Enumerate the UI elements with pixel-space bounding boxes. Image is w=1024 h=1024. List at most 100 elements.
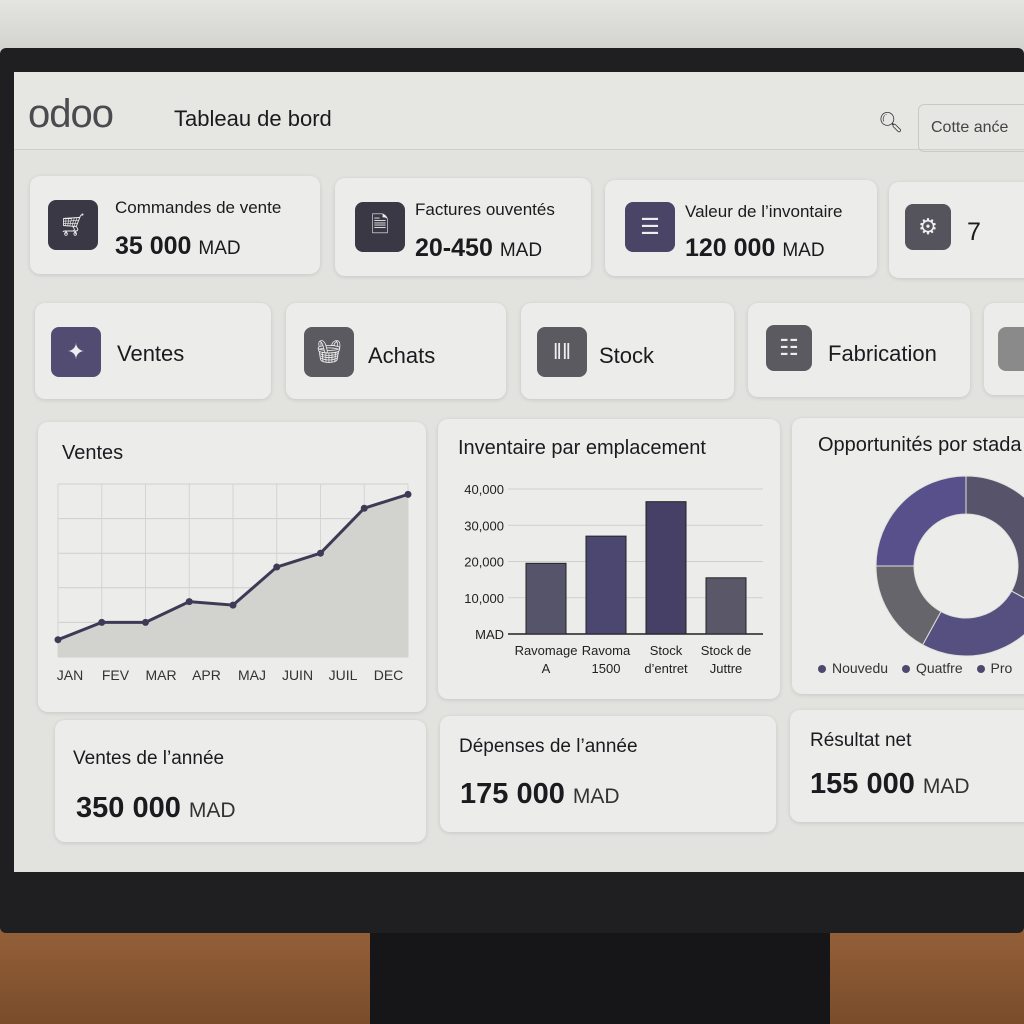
chart-title: Ventes [62, 442, 124, 464]
kpi-label: Commandes de vente [115, 198, 282, 217]
legend-dot [818, 665, 826, 673]
y-tick-label: 20,000 [464, 555, 504, 570]
bar [645, 501, 687, 635]
total-value: 175 000 MAD [460, 778, 620, 811]
total-card-expenses: Dépenses de l’année 175 000 MAD [440, 716, 776, 832]
x-tick-label: Ravoma [582, 643, 631, 658]
donut-segment [875, 475, 967, 567]
total-card-sales: Ventes de l’année 350 000 MAD [55, 720, 426, 842]
x-tick-label: JUIN [282, 667, 313, 683]
kpi-unit: MAD [782, 240, 825, 261]
data-point [317, 549, 324, 557]
module-fabrication[interactable]: ☷ Fabrication [748, 303, 970, 397]
area-fill [58, 494, 408, 657]
kpi-number: 20-450 [415, 234, 493, 262]
module-label: Stock [599, 343, 655, 368]
total-unit: MAD [922, 775, 970, 798]
search-icon[interactable]: 🔍︎ [878, 112, 904, 134]
module-stock[interactable]: ‖‖ Stock [521, 303, 734, 399]
data-point [273, 563, 281, 571]
legend-dot [976, 665, 985, 673]
data-point [360, 504, 368, 512]
kpi-value: 35 000 MAD [115, 232, 241, 261]
legend-label: Nouvedu [832, 660, 889, 676]
inventory-chart-card: Inventaire par emplacement MAD 10,000 20,0… [438, 419, 780, 699]
chart-title: Inventaire par emplacement [458, 437, 706, 459]
module-label: Ventes [117, 341, 185, 366]
page-title: Tableau de bord [174, 106, 332, 131]
kpi-card-inventory-value[interactable]: ☰ Valeur de l’invontaire 120 000 MAD [605, 180, 877, 276]
chart-title: Opportunités por stada [818, 434, 1022, 456]
kpi-label: Factures ouventés [415, 200, 555, 219]
x-tick-label: MAJ [238, 667, 266, 683]
screen: odoo Tableau de bord 🔍︎ Cotte anće 🛒︎ Co… [14, 72, 1024, 872]
top-bar: odoo Tableau de bord 🔍︎ Cotte anće [14, 72, 1024, 152]
y-tick-label: 40,000 [464, 482, 504, 497]
total-number: 175 000 [460, 778, 565, 810]
kpi-unit: MAD [198, 238, 241, 259]
x-tick-label: Juttre [710, 661, 743, 676]
period-filter[interactable]: Cotte anće [918, 104, 1024, 152]
x-tick-label: DEC [374, 667, 404, 683]
x-tick-label: Stock de [701, 643, 752, 658]
y-tick-label: MAD [475, 627, 504, 642]
x-tick-label: MAR [145, 667, 176, 683]
data-point [142, 618, 149, 626]
total-number: 350 000 [76, 792, 181, 824]
total-number: 155 000 [810, 768, 915, 800]
database-icon: ☰ [625, 202, 675, 252]
fabrication-icon: ☷ [766, 325, 812, 371]
x-tick-label: FEV [102, 667, 130, 683]
kpi-number: 120 000 [685, 234, 776, 262]
module-achats[interactable]: 🧺︎ Achats [286, 303, 506, 399]
x-tick-label: JUIL [329, 667, 358, 683]
x-tick-label: A [542, 661, 551, 676]
bar [525, 562, 567, 635]
module-label: Achats [368, 343, 436, 368]
data-point [229, 601, 237, 609]
kpi-number: 35 000 [115, 232, 192, 260]
data-point [54, 636, 62, 644]
x-tick-label: 1500 [592, 661, 621, 676]
x-tick-label: Stock [650, 643, 683, 658]
module-label: Fabrication [828, 341, 937, 366]
total-label: Dépenses de l’année [459, 736, 638, 757]
total-label: Résultat net [810, 730, 912, 751]
donut-segment [921, 590, 1024, 657]
module-extra[interactable] [984, 303, 1024, 395]
legend-dot [901, 665, 910, 673]
sales-line-chart: JAN FEV MAR APR MAJ JUIN JUIL DEC [54, 483, 412, 683]
bar [585, 535, 627, 635]
kpi-value: 120 000 MAD [685, 234, 825, 263]
donut-segment [965, 475, 1024, 599]
kpi-value: 7 [967, 218, 981, 246]
kpi-label: Valeur de l’invontaire [685, 202, 843, 221]
opportunities-chart-card: Opportunités por stada Nouvedu Quatfre P… [792, 418, 1024, 694]
x-tick-label: APR [192, 667, 221, 683]
manufacturing-icon: ⚙ [905, 204, 951, 250]
total-value: 155 000 MAD [810, 768, 970, 801]
legend-label: Quatfre [915, 660, 963, 676]
module-ventes[interactable]: ✦ Ventes [35, 303, 271, 399]
extra-icon [998, 327, 1024, 371]
x-tick-label: d’entret [644, 661, 688, 676]
x-tick-label: Ravomage [515, 643, 578, 658]
kpi-value: 20-450 MAD [415, 234, 542, 263]
invoice-icon: 🗎 [355, 202, 405, 252]
data-point [185, 598, 193, 606]
legend-label: Pro [990, 660, 1013, 676]
x-tick-label: JAN [57, 667, 83, 683]
kpi-card-manufacturing[interactable]: ⚙ 7 [889, 182, 1024, 278]
sales-chart-card: Ventes JAN FEV MAR APR MAJ JUIN JUIL DEC [38, 422, 426, 712]
kpi-card-sales-orders[interactable]: 🛒︎ Commandes de vente 35 000 MAD [30, 176, 320, 274]
cart-icon: 🛒︎ [48, 200, 98, 250]
kpi-card-open-invoices[interactable]: 🗎 Factures ouventés 20-450 MAD [335, 178, 591, 276]
data-point [404, 490, 412, 498]
sales-icon: ✦ [51, 327, 101, 377]
inventory-bar-chart: MAD 10,000 20,000 30,000 40,000 Ravomage A Ravo… [464, 482, 763, 676]
y-tick-label: 30,000 [464, 518, 504, 533]
odoo-logo[interactable]: odoo [28, 92, 114, 136]
y-tick-label: 10,000 [464, 591, 504, 606]
total-label: Ventes de l’année [73, 748, 225, 769]
data-point [98, 618, 106, 626]
